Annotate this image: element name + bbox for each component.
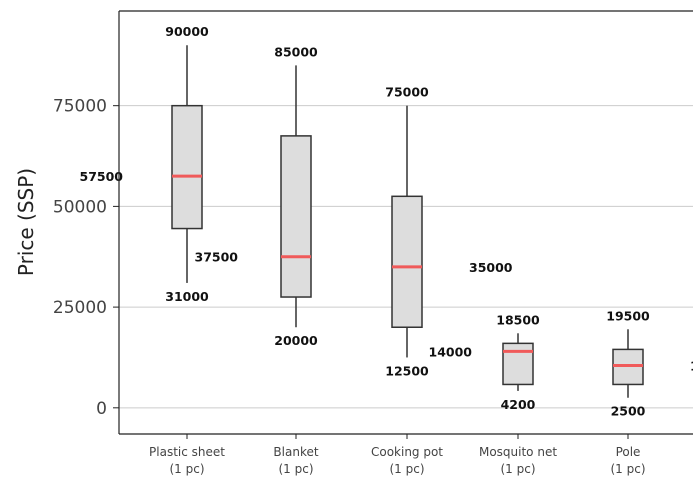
y-axis-label: Price (SSP) — [14, 168, 38, 276]
max-label: 19500 — [606, 308, 650, 323]
x-axis: Plastic sheet (1 pc) Blanket (1 pc) Cooking … — [149, 434, 646, 476]
x-tick-sublabel: (1 pc) — [278, 462, 313, 476]
box-iqr — [171, 104, 203, 230]
y-tick-label: 50000 — [53, 197, 107, 217]
x-tick-sublabel: (1 pc) — [389, 462, 424, 476]
data-labels: 90000 31000 57500 85000 20000 37500 75000 12500… — [80, 24, 693, 419]
max-label: 75000 — [385, 85, 429, 100]
x-tick-label: Mosquito net — [479, 445, 557, 459]
boxes — [171, 45, 644, 398]
y-tick-label: 0 — [96, 399, 107, 419]
median-label: 57500 — [80, 169, 124, 184]
box-3 — [391, 105, 423, 358]
box-5 — [612, 329, 644, 398]
y-tick-label: 25000 — [53, 298, 107, 318]
x-tick-sublabel: (1 pc) — [610, 462, 645, 476]
min-label: 4200 — [501, 397, 536, 412]
min-label: 2500 — [611, 404, 646, 419]
y-axis: 0 25000 50000 75000 — [53, 97, 119, 419]
max-label: 18500 — [496, 312, 540, 327]
x-tick-sublabel: (1 pc) — [169, 462, 204, 476]
y-tick-label: 75000 — [53, 97, 107, 117]
x-tick-label: Plastic sheet — [149, 445, 225, 459]
median-label: 37500 — [195, 250, 239, 265]
box-4 — [502, 333, 534, 391]
x-tick-label: Cooking pot — [371, 445, 443, 459]
x-tick-label: Pole — [616, 445, 641, 459]
min-label: 12500 — [385, 363, 429, 378]
median-label: 105 — [690, 359, 693, 374]
median-label: 14000 — [429, 344, 473, 359]
box-1 — [171, 45, 203, 283]
min-label: 31000 — [165, 289, 209, 304]
x-tick-label: Blanket — [273, 445, 318, 459]
box-iqr — [280, 135, 312, 298]
min-label: 20000 — [274, 333, 318, 348]
x-tick-sublabel: (1 pc) — [500, 462, 535, 476]
max-label: 90000 — [165, 24, 209, 39]
box-iqr — [391, 195, 423, 328]
median-label: 35000 — [469, 260, 513, 275]
max-label: 85000 — [274, 44, 318, 59]
box-2 — [280, 65, 312, 328]
box-iqr — [502, 342, 534, 386]
